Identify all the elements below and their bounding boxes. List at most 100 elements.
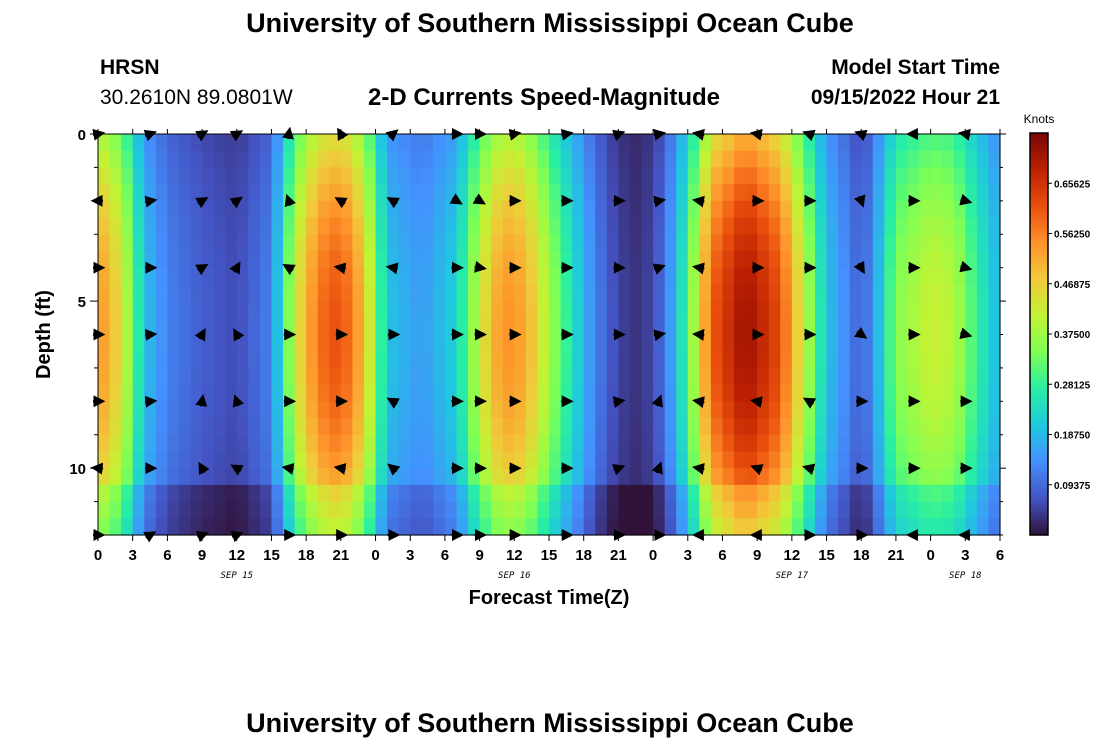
heatmap-cell — [190, 434, 203, 453]
heatmap-cell — [872, 167, 885, 185]
heatmap-cell — [525, 167, 539, 185]
heatmap-cell — [942, 384, 955, 402]
heatmap-cell — [410, 184, 423, 202]
heatmap-cell — [953, 501, 966, 519]
current-vector-arrow — [449, 193, 463, 205]
heatmap-cell — [676, 501, 689, 519]
heatmap-cell — [410, 301, 423, 319]
heatmap-cell — [444, 200, 458, 219]
heatmap-cell — [271, 468, 284, 486]
heatmap-cell — [144, 184, 157, 202]
heatmap-cell — [317, 434, 330, 453]
heatmap-cell — [641, 150, 654, 169]
heatmap-cell — [583, 167, 596, 185]
heatmap-cell — [398, 217, 411, 235]
heatmap-cell — [780, 468, 793, 486]
heatmap-cell — [248, 217, 261, 235]
heatmap-cell — [236, 234, 249, 252]
heatmap-cell — [919, 167, 932, 185]
heatmap-cell — [606, 451, 619, 469]
heatmap-cell — [468, 234, 481, 252]
heatmap-cell — [98, 284, 111, 302]
model-start-value: 09/15/2022 Hour 21 — [810, 86, 1000, 109]
x-tick-label: 18 — [298, 547, 315, 564]
heatmap-cell — [410, 451, 423, 469]
heatmap-cell — [814, 134, 828, 152]
heatmap-cell — [826, 284, 839, 302]
heatmap-cell — [98, 167, 111, 185]
x-tick-label: 6 — [163, 547, 171, 564]
heatmap-cell — [838, 501, 851, 519]
heatmap-cell — [421, 200, 434, 219]
heatmap-cell — [895, 134, 909, 152]
heatmap-cell — [109, 167, 122, 185]
heatmap-cell — [942, 518, 955, 536]
heatmap-cell — [329, 451, 342, 469]
heatmap-cell — [248, 401, 261, 419]
heatmap-cell — [225, 234, 238, 252]
heatmap-cell — [641, 267, 654, 285]
heatmap-cell — [710, 418, 724, 436]
heatmap-cell — [722, 150, 735, 169]
heatmap-cell — [884, 468, 897, 486]
heatmap-cell — [236, 317, 249, 336]
heatmap-cell — [583, 200, 596, 219]
heatmap-cell — [560, 367, 573, 386]
heatmap-cell — [271, 367, 284, 386]
y-tick-label: 5 — [78, 294, 86, 311]
heatmap-cell — [468, 217, 481, 235]
heatmap-cell — [895, 384, 909, 402]
heatmap-cell — [167, 267, 180, 285]
heatmap-cell — [768, 134, 781, 152]
heatmap-cell — [907, 484, 920, 503]
heatmap-cell — [109, 351, 122, 369]
heatmap-cell — [468, 134, 481, 152]
heatmap-cell — [606, 217, 619, 235]
heatmap-cell — [734, 167, 747, 185]
heatmap-cell — [722, 317, 735, 336]
heatmap-cell — [329, 518, 342, 536]
heatmap-cell — [514, 518, 527, 536]
heatmap-cell — [629, 384, 643, 402]
heatmap-cell — [676, 267, 689, 285]
heatmap-cell — [306, 267, 319, 285]
heatmap-cell — [98, 451, 111, 469]
heatmap-cell — [132, 217, 145, 235]
heatmap-cell — [780, 301, 793, 319]
heatmap-cell — [618, 518, 631, 536]
heatmap-cell — [213, 200, 226, 219]
heatmap-cell — [491, 334, 504, 352]
heatmap-cell — [363, 301, 377, 319]
heatmap-cell — [121, 334, 134, 352]
heatmap-cell — [780, 401, 793, 419]
heatmap-cell — [745, 150, 758, 169]
heatmap-cell — [861, 250, 874, 269]
heatmap-cell — [930, 150, 943, 169]
heatmap-cell — [202, 518, 215, 536]
heatmap-cell — [491, 167, 504, 185]
heatmap-cell — [202, 384, 215, 402]
heatmap-cell — [803, 351, 816, 369]
heatmap-cell — [734, 434, 747, 453]
current-vector-arrow — [750, 464, 764, 476]
heatmap-cell — [872, 284, 885, 302]
heatmap-cell — [98, 217, 111, 235]
heatmap-cell — [537, 134, 550, 152]
heatmap-cell — [930, 401, 943, 419]
heatmap-cell — [618, 351, 631, 369]
date-label: SEP 17 — [776, 571, 809, 581]
heatmap-cell — [895, 518, 909, 536]
heatmap-cell — [699, 200, 712, 219]
heatmap-cell — [976, 468, 990, 486]
heatmap-cell — [710, 250, 724, 269]
heatmap-cell — [479, 134, 492, 152]
heatmap-cell — [768, 150, 781, 169]
heatmap-cell — [317, 418, 330, 436]
heatmap-cell — [491, 434, 504, 453]
heatmap-cell — [884, 284, 897, 302]
heatmap-cell — [202, 434, 215, 453]
heatmap-cell — [976, 150, 990, 169]
heatmap-cell — [178, 351, 192, 369]
heatmap-cell — [583, 451, 596, 469]
heatmap-cell — [965, 518, 978, 536]
